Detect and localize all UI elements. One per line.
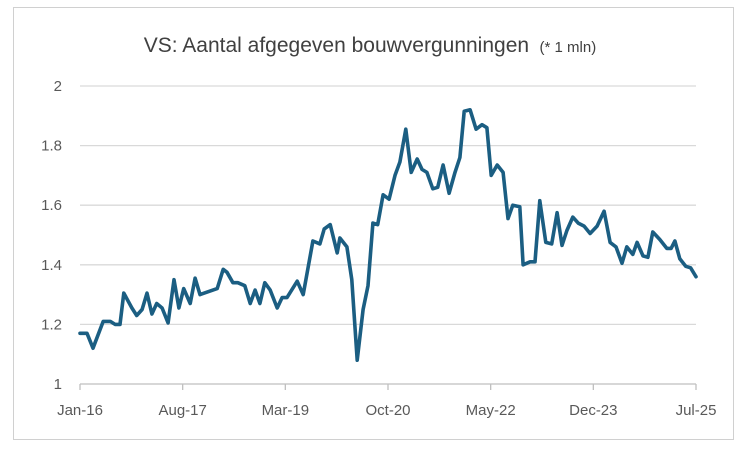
chart-frame [13, 7, 734, 440]
x-axis: Jan-16 Aug-17 Mar-19 Oct-20 May-22 Dec-23 Jul-… [57, 383, 717, 419]
x-tick-label: Jan-16 [57, 402, 103, 419]
y-tick-label: 1.4 [41, 257, 62, 274]
series-line [78, 108, 698, 362]
series-group [78, 108, 698, 362]
x-tick-label: Aug-17 [158, 402, 206, 419]
x-tick-label: Mar-19 [262, 402, 310, 419]
y-axis: 1 1.2 1.4 1.6 1.8 2 [41, 78, 62, 393]
y-tick-label: 1.2 [41, 316, 62, 333]
x-tick-label: Oct-20 [365, 402, 410, 419]
chart-title: VS: Aantal afgegeven bouwvergunningen (*… [144, 34, 596, 57]
y-tick-label: 1 [54, 376, 62, 393]
y-tick-label: 2 [54, 78, 62, 95]
chart-title-text: VS: Aantal afgegeven bouwvergunningen [144, 34, 529, 57]
x-tick-label: May-22 [466, 402, 516, 419]
y-tick-label: 1.6 [41, 197, 62, 214]
gridlines [80, 85, 696, 326]
x-tick-label: Dec-23 [569, 402, 617, 419]
x-tick-label: Jul-25 [676, 402, 717, 419]
y-tick-label: 1.8 [41, 138, 62, 155]
chart-title-unit: (* 1 mln) [540, 39, 597, 56]
